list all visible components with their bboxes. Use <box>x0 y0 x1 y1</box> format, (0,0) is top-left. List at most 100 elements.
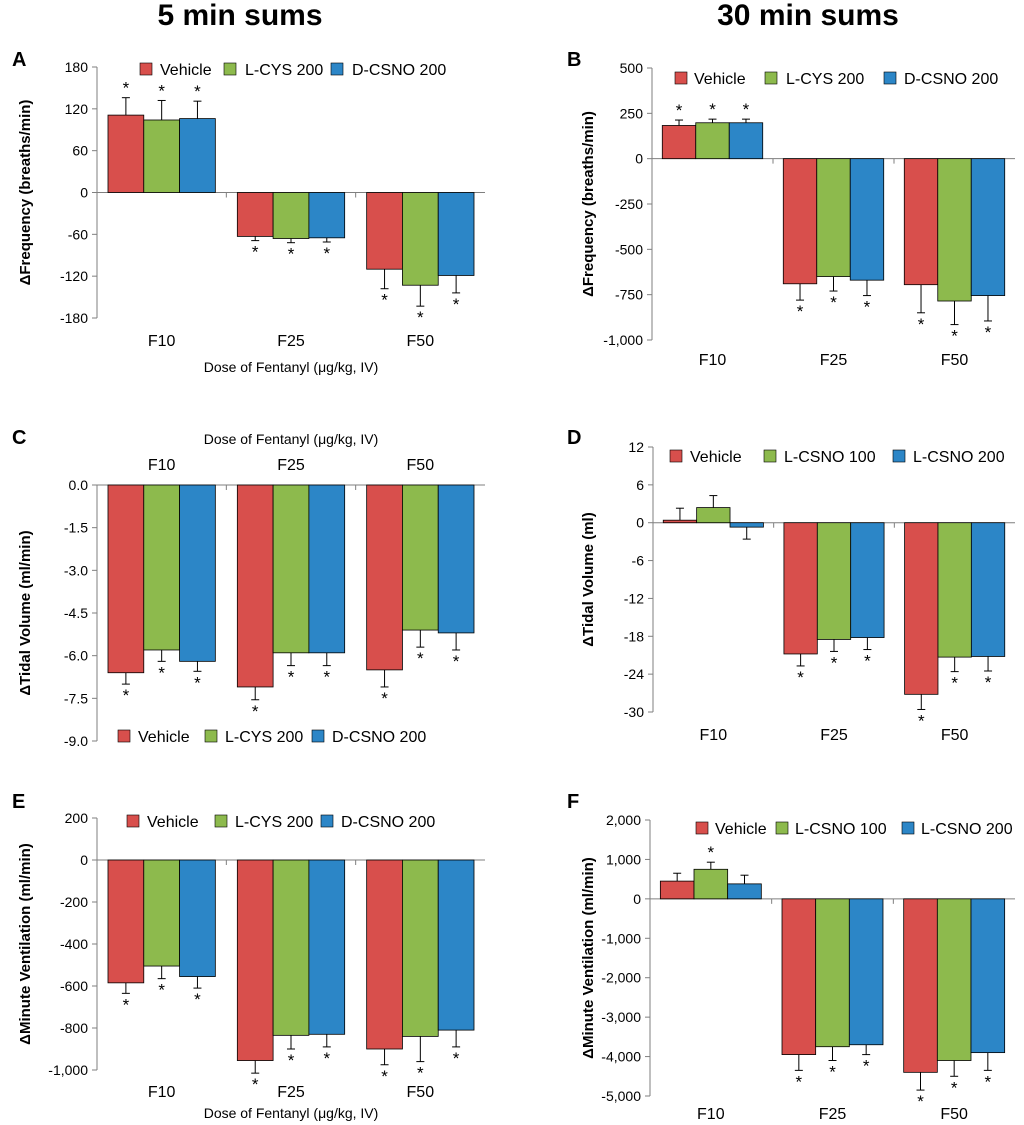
y-axis-label: ΔTidal Volume (ml/min) <box>17 530 34 695</box>
bar-d-csno-200-f25 <box>849 158 885 281</box>
legend-label: L-CYS 200 <box>225 729 303 746</box>
bar-vehicle-f10 <box>662 519 698 524</box>
bar-d-csno-200-f25 <box>308 859 346 1035</box>
significance-star: * <box>252 1075 259 1094</box>
legend: Vehicle L-CYS 200 D-CSNO 200 <box>674 71 998 88</box>
column-title-right: 30 min sums <box>717 0 899 32</box>
significance-star: * <box>288 245 295 264</box>
significance-star: * <box>288 1051 295 1070</box>
bar-vehicle-f10 <box>107 114 145 193</box>
legend: Vehicle L-CYS 200 D-CSNO 200 <box>139 62 446 79</box>
bar-l-cys-200-f50 <box>402 859 439 1037</box>
y-tick-label: 6 <box>636 477 644 493</box>
x-category-label: F10 <box>148 457 176 474</box>
legend-swatch <box>892 449 906 463</box>
significance-star: * <box>252 702 259 721</box>
bar-l-csno-200-f25 <box>848 898 884 1046</box>
y-tick-label: -6.0 <box>64 648 88 664</box>
x-category-label: F10 <box>700 727 728 744</box>
legend-label: L-CSNO 100 <box>795 821 887 838</box>
y-tick-label: 250 <box>620 105 644 121</box>
significance-star: * <box>918 711 925 730</box>
significance-star: * <box>453 295 460 314</box>
y-tick-label: -2,000 <box>601 970 641 986</box>
bar-d-csno-200-f25 <box>308 484 346 654</box>
y-tick-label: -1,000 <box>48 1062 88 1078</box>
significance-star: * <box>708 843 715 862</box>
significance-star: * <box>288 668 295 687</box>
legend-swatch <box>117 729 131 743</box>
significance-star: * <box>381 689 388 708</box>
y-tick-label: -18 <box>624 628 644 644</box>
x-category-label: F50 <box>407 1084 435 1101</box>
y-tick-label: -120 <box>60 268 88 284</box>
bar-d-csno-200-f10 <box>179 118 216 193</box>
panel-d: D 12 6 0 -6 -12 -18 -24 -30 F10 F25 * * * F50 * * * ΔTidal… <box>567 427 1015 744</box>
legend: Vehicle L-CSNO 100 L-CSNO 200 <box>695 821 1013 838</box>
y-tick-label: 2,000 <box>606 812 641 828</box>
bar-l-csno-200-f50 <box>970 522 1006 657</box>
bar-vehicle-f25 <box>781 898 817 1055</box>
significance-star: * <box>797 668 804 687</box>
y-tick-label: 12 <box>628 439 644 455</box>
significance-star: * <box>417 308 424 327</box>
panel-letter: B <box>567 49 581 71</box>
legend-label: L-CYS 200 <box>245 62 323 79</box>
legend-label: L-CYS 200 <box>235 814 313 831</box>
bar-d-csno-200-f50 <box>437 192 475 276</box>
x-category-label: F10 <box>148 333 176 350</box>
legend-label: Vehicle <box>694 71 746 88</box>
bar-vehicle-f50 <box>366 192 403 270</box>
legend-swatch <box>126 814 140 828</box>
y-tick-label: 180 <box>65 59 89 75</box>
legend-label: L-CSNO 200 <box>921 821 1013 838</box>
y-tick-label: 0.0 <box>69 477 89 493</box>
y-tick-label: -7.5 <box>64 690 88 706</box>
legend-swatch <box>330 62 344 76</box>
significance-star: * <box>123 79 130 98</box>
legend-label: L-CYS 200 <box>786 71 864 88</box>
bar-vehicle-f50 <box>903 158 939 286</box>
significance-star: * <box>951 327 958 346</box>
panel-letter: C <box>12 427 26 449</box>
panel-f: F 2,000 1,000 0 -1,000 -2,000 -3,000 -4,000 -5,0… <box>567 791 1015 1123</box>
bar-d-csno-200-f50 <box>437 859 475 1031</box>
x-category-label: F50 <box>941 352 969 369</box>
significance-star: * <box>829 1063 836 1082</box>
y-tick-label: -1,000 <box>603 332 643 348</box>
x-category-label: F50 <box>941 727 969 744</box>
bar-l-csno-200-f10 <box>727 883 762 900</box>
bar-vehicle-f25 <box>782 158 818 285</box>
bar-l-csno-100-f10 <box>696 507 731 524</box>
bar-l-csno-200-f25 <box>850 522 885 638</box>
bar-vehicle-f10 <box>659 880 695 900</box>
bar-d-csno-200-f50 <box>437 484 475 634</box>
bar-vehicle-f10 <box>107 484 145 674</box>
y-tick-label: -3,000 <box>601 1009 641 1025</box>
significance-star: * <box>985 323 992 342</box>
legend-label: Vehicle <box>160 62 212 79</box>
x-category-label: F25 <box>820 352 848 369</box>
y-tick-label: -5,000 <box>601 1088 641 1104</box>
y-tick-label: -9.0 <box>64 733 88 749</box>
significance-star: * <box>796 1072 803 1091</box>
bar-l-csno-200-f50 <box>970 898 1006 1054</box>
x-axis-label: Dose of Fentanyl (μg/kg, IV) <box>204 359 379 375</box>
bar-d-csno-200-f50 <box>970 158 1006 296</box>
y-tick-label: -4.5 <box>64 605 88 621</box>
bar-l-cys-200-f50 <box>402 192 439 286</box>
bar-vehicle-f25 <box>236 859 274 1061</box>
legend-label: D-CSNO 200 <box>332 729 426 746</box>
y-tick-label: 0 <box>633 891 641 907</box>
significance-star: * <box>676 101 683 120</box>
significance-star: * <box>252 243 259 262</box>
legend-swatch <box>764 71 778 85</box>
y-tick-label: -400 <box>60 936 88 952</box>
bar-l-cys-200-f10 <box>143 859 180 967</box>
significance-star: * <box>918 315 925 334</box>
legend-swatch <box>883 71 897 85</box>
x-category-label: F50 <box>940 1106 968 1123</box>
bar-vehicle-f10 <box>107 859 145 984</box>
bar-vehicle-f50 <box>903 898 938 1073</box>
bar-l-csno-100-f10 <box>693 868 729 900</box>
